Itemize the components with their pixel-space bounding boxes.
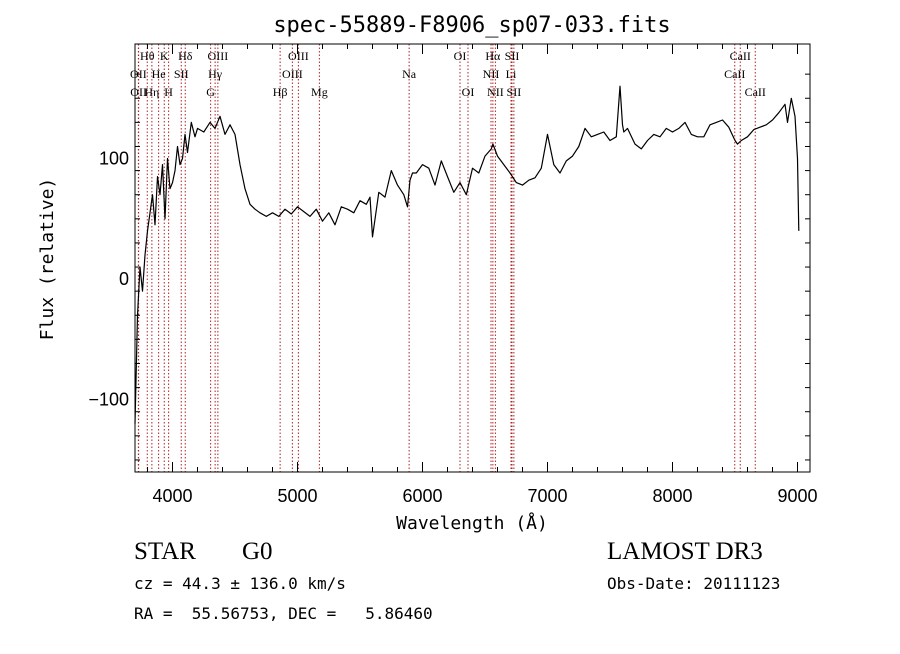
line-label: Hγ [208, 67, 223, 81]
x-tick-label: 9000 [777, 486, 817, 506]
y-axis-label: Flux (relative) [37, 178, 58, 341]
line-label: CaII [745, 85, 766, 99]
object-subclass: G0 [242, 538, 273, 565]
x-tick-label: 8000 [652, 486, 692, 506]
line-label: SII [505, 49, 520, 63]
line-label: OIII [288, 49, 309, 63]
axes: 4000 5000 6000 7000 8000 9000 −100 0 100 [88, 43, 818, 506]
y-tick-label: −100 [88, 390, 129, 410]
line-label: Mg [311, 85, 328, 99]
x-axis-label: Wavelength (Å) [396, 512, 548, 534]
line-label: G [206, 85, 215, 99]
survey-name: LAMOST DR3 [607, 538, 763, 565]
line-label: Hη [144, 85, 159, 99]
line-label: OIII [208, 49, 229, 63]
line-label: K [160, 49, 169, 63]
coordinates: RA = 55.56753, DEC = 5.86460 [134, 604, 433, 623]
obs-date: Obs-Date: 20111123 [607, 574, 781, 593]
line-label: OII [130, 67, 147, 81]
line-label: Hβ [273, 85, 288, 99]
plot-frame [134, 43, 811, 473]
line-label: Hα [485, 49, 501, 63]
line-label: H [164, 85, 173, 99]
line-label: OII [130, 85, 147, 99]
line-label: Hδ [178, 49, 193, 63]
line-label: CaII [724, 67, 745, 81]
y-tick-label: 0 [119, 269, 129, 289]
line-label: Hθ [140, 49, 155, 63]
spectrum-series [134, 85, 800, 424]
chart-title: spec-55889-F8906_sp07-033.fits [273, 13, 670, 38]
line-label: NII [487, 85, 504, 99]
line-label: OIII [282, 67, 303, 81]
spectrum-line [134, 85, 800, 424]
x-tick-label: 5000 [277, 486, 317, 506]
x-tick-label: 6000 [402, 486, 442, 506]
line-label: OI [462, 85, 475, 99]
redshift-info: cz = 44.3 ± 136.0 km/s [134, 574, 346, 593]
line-label: Na [402, 67, 417, 81]
line-label: SII [174, 67, 189, 81]
line-label: OI [454, 49, 467, 63]
x-tick-label: 4000 [152, 486, 192, 506]
x-tick-label: 7000 [527, 486, 567, 506]
line-label: SII [507, 85, 522, 99]
line-label: Li [506, 67, 517, 81]
line-label: CaII [730, 49, 751, 63]
object-class: STAR [134, 538, 196, 565]
line-label: He [152, 67, 166, 81]
line-markers [137, 44, 756, 472]
line-label: NII [483, 67, 500, 81]
y-tick-label: 100 [99, 149, 129, 169]
